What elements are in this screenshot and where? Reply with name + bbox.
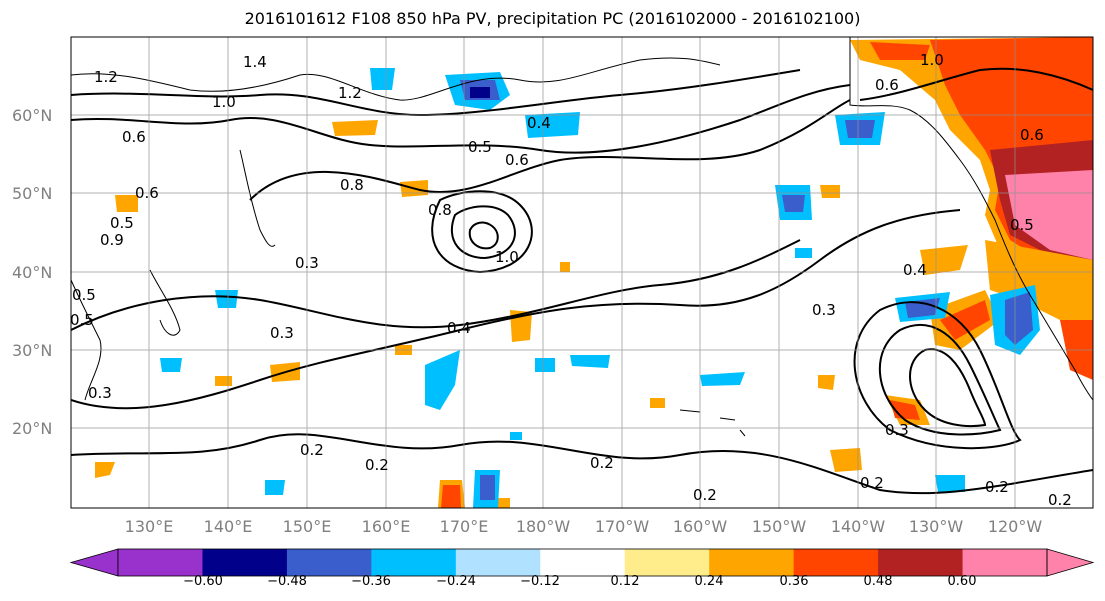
contour-label: 1.0 <box>212 93 236 111</box>
contour-label: 0.6 <box>135 184 159 202</box>
contour-label: 0.6 <box>875 76 899 94</box>
contour-label: 0.6 <box>1020 126 1044 144</box>
contour-label: 0.4 <box>903 261 927 279</box>
lon-label: 160°E <box>362 517 411 536</box>
colorbar-swatch <box>286 549 372 576</box>
contour-label: 1.2 <box>338 84 362 102</box>
contour-label: 0.2 <box>590 454 614 472</box>
map-frame <box>70 36 1094 509</box>
lon-label: 130°E <box>125 517 174 536</box>
colorbar-segments <box>69 548 1095 577</box>
lon-label: 170°E <box>440 517 489 536</box>
colorbar-extend-max <box>1046 548 1095 577</box>
contour-label: 1.0 <box>495 248 519 266</box>
lon-label: 150°W <box>752 517 807 536</box>
colorbar-swatch <box>709 549 795 576</box>
lon-label: 120°W <box>988 517 1043 536</box>
contour-label: 0.3 <box>812 301 836 319</box>
lat-label: 30°N <box>12 341 52 360</box>
contour-label: 0.3 <box>885 421 909 439</box>
colorbar-swatch <box>540 549 626 576</box>
colorbar-swatch <box>624 549 710 576</box>
lon-label: 140°W <box>831 517 886 536</box>
colorbar-frame <box>117 548 1048 577</box>
contour-label: 1.4 <box>243 53 267 71</box>
colorbar: −0.60 −0.48 −0.36 −0.24 −0.12 0.12 0.24 … <box>69 548 1095 589</box>
lon-label: 150°E <box>283 517 332 536</box>
lat-label: 60°N <box>12 106 52 125</box>
precip-negative <box>160 68 1040 508</box>
colorbar-tick-label: −0.12 <box>520 574 560 589</box>
lon-label: 140°E <box>204 517 253 536</box>
colorbar-swatch <box>793 549 879 576</box>
contour-label: 0.2 <box>1048 491 1072 509</box>
colorbar-tick-label: −0.24 <box>436 574 476 589</box>
colorbar-swatch <box>371 549 457 576</box>
lon-label: 170°W <box>595 517 650 536</box>
coastlines <box>71 37 1093 437</box>
colorbar-swatch <box>962 549 1048 576</box>
colorbar-swatch <box>878 549 964 576</box>
colorbar-tick-label: 0.60 <box>948 574 977 589</box>
graticule <box>71 37 1093 508</box>
contour-label: 0.3 <box>295 254 319 272</box>
contour-labels: 1.4 1.2 1.0 1.2 0.6 0.4 0.5 0.6 0.8 0.8 … <box>70 51 1072 509</box>
lon-label: 180°W <box>516 517 571 536</box>
contour-label: 0.5 <box>70 311 94 329</box>
contour-label: 0.5 <box>1010 216 1034 234</box>
contour-label: 0.5 <box>72 286 96 304</box>
precip-positive <box>95 37 1093 508</box>
contour-label: 0.4 <box>527 114 551 132</box>
contour-label: 0.2 <box>860 474 884 492</box>
map-layers: 1.4 1.2 1.0 1.2 0.6 0.4 0.5 0.6 0.8 0.8 … <box>70 37 1093 509</box>
colorbar-swatch <box>118 549 203 576</box>
colorbar-tick-label: −0.48 <box>267 574 307 589</box>
contour-label: 0.5 <box>468 138 492 156</box>
contour-label: 0.2 <box>300 441 324 459</box>
lat-label: 50°N <box>12 184 52 203</box>
colorbar-swatch <box>202 549 288 576</box>
colorbar-tick-label: 0.24 <box>695 574 724 589</box>
colorbar-tick-label: −0.36 <box>351 574 391 589</box>
colorbar-tick-label: 0.48 <box>864 574 893 589</box>
contour-label: 0.8 <box>428 201 452 219</box>
contour-label: 0.2 <box>365 456 389 474</box>
colorbar-extend-min <box>69 548 119 577</box>
latitude-labels: 60°N 50°N 40°N 30°N 20°N <box>12 106 52 438</box>
contour-label: 0.2 <box>693 486 717 504</box>
colorbar-tick-label: −0.60 <box>183 574 223 589</box>
contour-label: 0.6 <box>122 128 146 146</box>
contour-label: 1.0 <box>920 51 944 69</box>
contour-label: 0.9 <box>100 231 124 249</box>
contour-label: 0.5 <box>110 214 134 232</box>
contour-label: 0.2 <box>985 478 1009 496</box>
lon-label: 130°W <box>909 517 964 536</box>
contour-label: 0.3 <box>270 324 294 342</box>
colorbar-ticks: −0.60 −0.48 −0.36 −0.24 −0.12 0.12 0.24 … <box>183 574 976 589</box>
contour-label: 0.4 <box>447 319 471 337</box>
colorbar-swatch <box>455 549 541 576</box>
longitude-labels: 130°E 140°E 150°E 160°E 170°E 180°W 170°… <box>125 517 1043 536</box>
lat-label: 20°N <box>12 419 52 438</box>
contour-label: 0.8 <box>340 176 364 194</box>
pv-contours <box>71 67 1093 495</box>
colorbar-tick-label: 0.36 <box>780 574 809 589</box>
contour-label: 1.2 <box>94 68 118 86</box>
colorbar-tick-label: 0.12 <box>611 574 640 589</box>
contour-label: 0.3 <box>88 384 112 402</box>
contour-label: 0.6 <box>505 151 529 169</box>
lon-label: 160°W <box>673 517 728 536</box>
map-title: 2016101612 F108 850 hPa PV, precipitatio… <box>244 9 861 28</box>
lat-label: 40°N <box>12 263 52 282</box>
